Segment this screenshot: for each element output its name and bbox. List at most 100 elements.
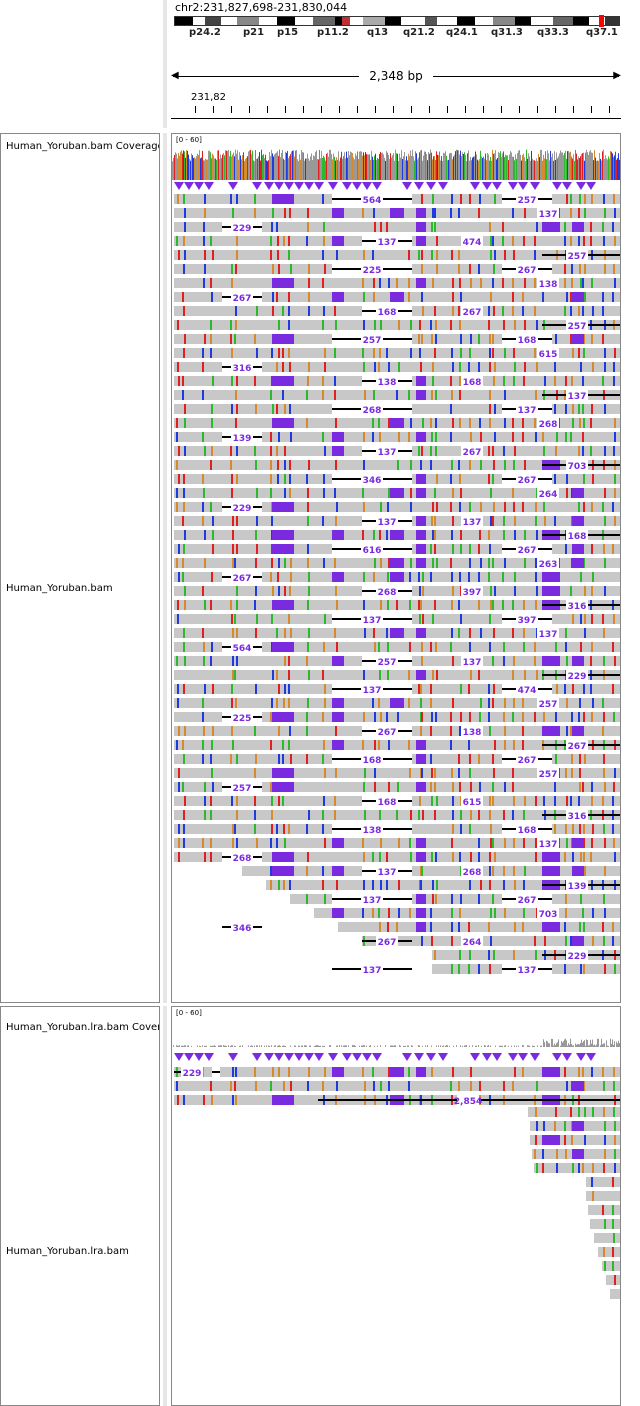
junction-label-bg (566, 740, 588, 750)
mismatch-mark (176, 432, 178, 442)
position-ruler[interactable]: 231,82 (171, 88, 621, 128)
splitter-top[interactable] (163, 0, 167, 128)
coverage-bar (603, 1043, 604, 1047)
insertion-marker (482, 1053, 492, 1061)
insertion-block (272, 194, 294, 204)
coverage-bar (540, 1045, 541, 1047)
junction-label: 137 (363, 966, 382, 976)
coverage-bar (327, 152, 328, 180)
mismatch-mark (388, 1067, 390, 1077)
junction-label: 267 (518, 546, 537, 556)
mismatch-mark (334, 488, 336, 498)
mismatch-mark (324, 768, 326, 778)
ideogram-band (457, 17, 475, 25)
mismatch-mark (512, 278, 514, 288)
mismatch-mark (583, 474, 585, 484)
coverage-bar (252, 150, 253, 180)
mismatch-mark (436, 502, 438, 512)
coverage-bar (484, 158, 485, 180)
track-label-coverage-1[interactable]: Human_Yoruban.bam Coverage (6, 141, 160, 152)
ideogram-band (605, 17, 619, 25)
mismatch-mark (613, 376, 615, 386)
coverage-bar (354, 159, 355, 180)
mismatch-mark (522, 712, 524, 722)
mismatch-mark (432, 208, 434, 218)
mismatch-mark (431, 768, 433, 778)
mismatch-mark (582, 908, 584, 918)
coverage-bar (241, 159, 242, 180)
coverage-bar (607, 1045, 608, 1047)
splitter-panel-2[interactable] (163, 1006, 167, 1406)
mismatch-mark (212, 782, 214, 792)
coverage-bar (391, 1045, 392, 1047)
coverage-bar (324, 1045, 325, 1047)
junction-label: 138 (363, 826, 382, 836)
coverage-bar (475, 1045, 476, 1047)
mismatch-mark (379, 852, 381, 862)
mismatch-mark (362, 488, 364, 498)
mismatch-mark (210, 236, 212, 246)
junction-label-bg (231, 572, 253, 582)
track-label-coverage-2[interactable]: Human_Yoruban.lra.bam Coverage (6, 1022, 159, 1033)
coverage-bar (466, 161, 467, 180)
mismatch-mark (410, 502, 412, 512)
read-segment (174, 838, 620, 848)
mismatch-mark (335, 586, 337, 596)
mismatch-mark (362, 838, 364, 848)
mismatch-mark (556, 1163, 558, 1173)
read-segment (432, 950, 620, 960)
insertion-marker (184, 182, 194, 190)
mismatch-mark (386, 348, 388, 358)
track-label-alignments-2[interactable]: Human_Yoruban.lra.bam (6, 1246, 129, 1257)
mismatch-mark (323, 474, 325, 484)
junction-label: 257 (539, 700, 558, 710)
coverage-bar (553, 1045, 554, 1047)
band-label: q21.2 (403, 27, 435, 38)
mismatch-mark (504, 460, 506, 470)
mismatch-mark (380, 600, 382, 610)
insertion-block (272, 418, 294, 428)
mismatch-mark (488, 712, 490, 722)
coverage-bar (413, 156, 414, 180)
read-segment (262, 222, 620, 232)
mismatch-mark (322, 810, 324, 820)
mismatch-mark (513, 796, 515, 806)
mismatch-mark (460, 712, 462, 722)
ideogram-band (363, 17, 385, 25)
mismatch-mark (308, 586, 310, 596)
mismatch-mark (176, 488, 178, 498)
locus-text[interactable]: chr2:231,827,698-231,830,044 (175, 1, 348, 14)
mismatch-mark (490, 936, 492, 946)
mismatch-mark (430, 572, 432, 582)
junction-label: 168 (568, 532, 587, 542)
mismatch-mark (582, 432, 584, 442)
mismatch-mark (450, 502, 452, 512)
mismatch-mark (450, 740, 452, 750)
junction-label-bg (376, 236, 398, 246)
alignment-panel-2[interactable]: [0 - 60] 229 2,854 (171, 1006, 621, 1406)
insertion-block (332, 432, 344, 442)
mismatch-mark (278, 586, 280, 596)
mismatch-mark (270, 1081, 272, 1091)
junction-label-bg (361, 334, 383, 344)
splitter-panel-1[interactable] (163, 133, 167, 1003)
mismatch-mark (470, 278, 472, 288)
track-label-alignments-1[interactable]: Human_Yoruban.bam (6, 583, 113, 594)
mismatch-mark (306, 726, 308, 736)
coverage-bar (387, 152, 388, 180)
alignment-panel-1[interactable]: [0 - 60] 564 257 137 229 137 474 257 225 267 138 2… (171, 133, 621, 1003)
coverage-bar (427, 1045, 428, 1047)
mismatch-mark (580, 894, 582, 904)
mismatch-mark (513, 656, 515, 666)
insertion-block (332, 208, 344, 218)
chromosome-ideogram[interactable] (174, 15, 620, 27)
mismatch-mark (451, 894, 453, 904)
mismatch-mark (570, 292, 572, 302)
junction-label-bg (361, 824, 383, 834)
mismatch-mark (177, 194, 179, 204)
mismatch-mark (335, 768, 337, 778)
read-segment (174, 684, 332, 694)
mismatch-mark (210, 754, 212, 764)
